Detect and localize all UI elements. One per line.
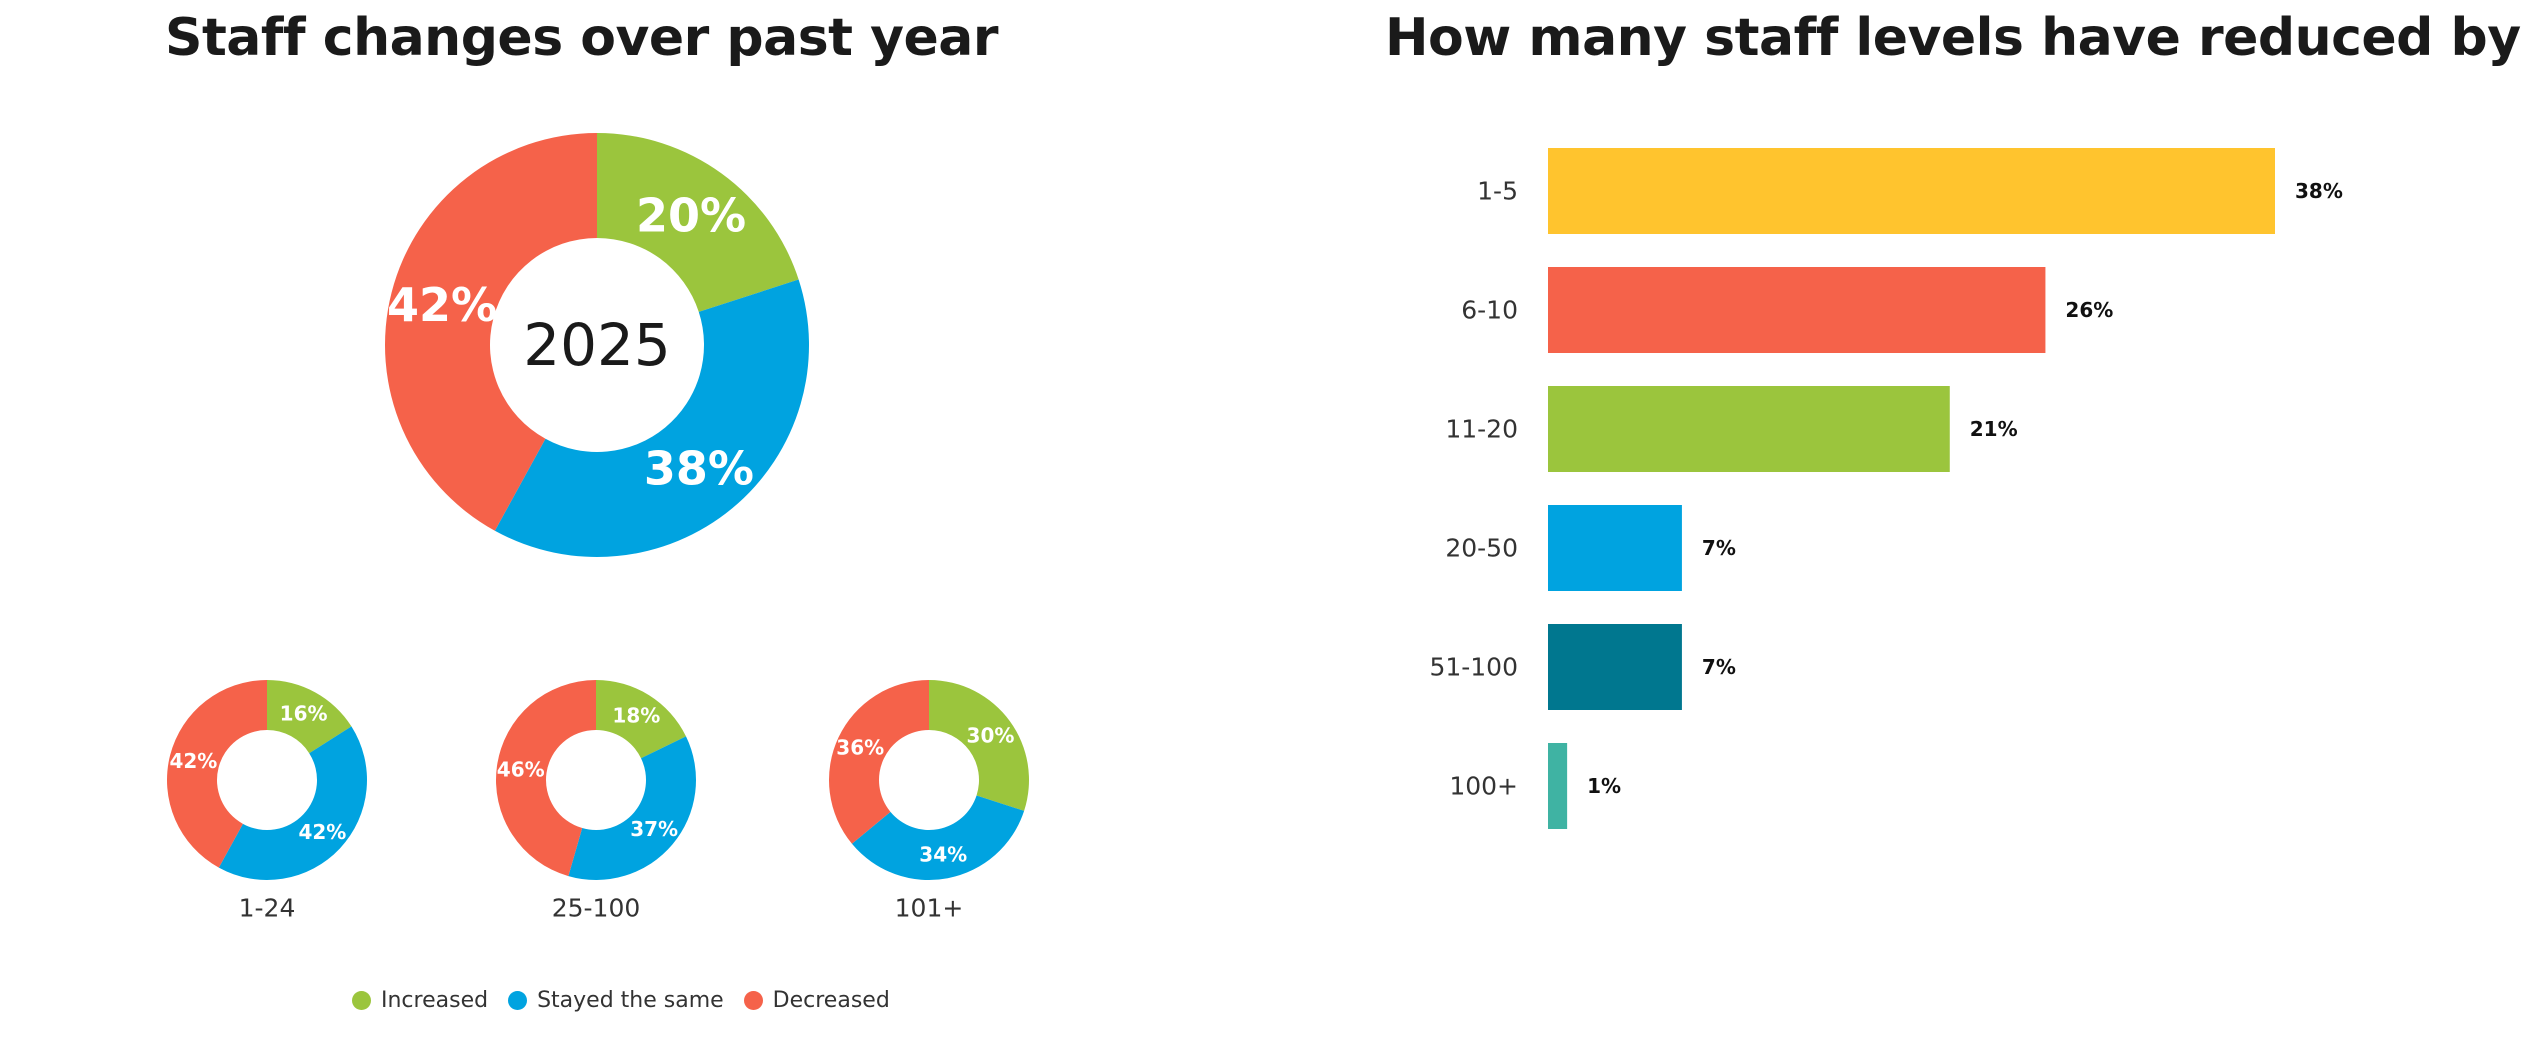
bar-value-label-20-50: 7% bbox=[1702, 536, 1736, 560]
bar-chart-title: How many staff levels have reduced by bbox=[1385, 8, 2521, 68]
legend-item-decreased: Decreased bbox=[743, 988, 890, 1013]
bar-value-label-51-100: 7% bbox=[1702, 655, 1736, 679]
bar-tick-label-20-50: 20-50 bbox=[1445, 534, 1518, 563]
bar-100 bbox=[1548, 743, 1568, 829]
bar-tick-label-51-100: 51-100 bbox=[1429, 653, 1518, 682]
bar-11-20 bbox=[1548, 386, 1950, 472]
bar-tick-label-100: 100+ bbox=[1449, 772, 1518, 801]
donut-2-slice-stayed-the-same bbox=[568, 736, 696, 881]
donut-3-label-decreased: 36% bbox=[836, 736, 884, 760]
legend-swatch-decreased bbox=[743, 991, 763, 1010]
donut-2-slice-increased bbox=[596, 680, 687, 759]
donut-chart-title: Staff changes over past year bbox=[165, 8, 999, 68]
donut-0-slice-decreased bbox=[384, 133, 597, 531]
donut-legend: Increased Stayed the same Decreased bbox=[352, 988, 890, 1013]
legend-label-decreased: Decreased bbox=[772, 988, 890, 1013]
bar-value-label-11-20: 21% bbox=[1970, 417, 2018, 441]
donut-2-label-stayed-the-same: 37% bbox=[630, 817, 678, 841]
donut-0-slice-increased bbox=[597, 133, 799, 312]
donut-1-slice-stayed-the-same bbox=[218, 726, 368, 881]
donut-1-label-increased: 16% bbox=[280, 701, 328, 725]
donut-3-slice-stayed-the-same bbox=[851, 795, 1025, 880]
legend-swatch-stayed-the-same bbox=[508, 991, 528, 1010]
donut-3-slice-increased bbox=[929, 680, 1029, 811]
donut-2-caption: 25-100 bbox=[552, 894, 641, 923]
bar-6-10 bbox=[1548, 267, 2046, 353]
donut-0-label-increased: 20% bbox=[636, 189, 746, 243]
donut-0-label-decreased: 42% bbox=[387, 278, 497, 332]
legend-label-increased: Increased bbox=[381, 988, 489, 1013]
donut-0-center-label: 2025 bbox=[523, 311, 671, 379]
donut-1-label-decreased: 42% bbox=[169, 749, 217, 773]
donut-3-label-stayed-the-same: 34% bbox=[919, 843, 967, 867]
donut-2-label-decreased: 46% bbox=[497, 757, 545, 781]
bar-20-50 bbox=[1548, 505, 1682, 591]
bar-1-5 bbox=[1548, 148, 2275, 234]
donut-0-slice-stayed-the-same bbox=[494, 279, 809, 557]
donut-3-label-increased: 30% bbox=[967, 723, 1015, 747]
legend-swatch-increased bbox=[352, 991, 371, 1010]
legend-item-stayed-the-same: Stayed the same bbox=[508, 988, 724, 1013]
donut-1-caption: 1-24 bbox=[239, 894, 296, 923]
donut-3-slice-decreased bbox=[829, 680, 929, 844]
donut-1-slice-decreased bbox=[166, 680, 267, 868]
bar-tick-label-11-20: 11-20 bbox=[1445, 415, 1518, 444]
bar-tick-label-1-5: 1-5 bbox=[1477, 177, 1518, 206]
bar-51-100 bbox=[1548, 624, 1682, 710]
donut-1-label-stayed-the-same: 42% bbox=[298, 820, 346, 844]
donut-2-label-increased: 18% bbox=[612, 704, 660, 728]
bar-value-label-100: 1% bbox=[1587, 774, 1621, 798]
bar-value-label-1-5: 38% bbox=[2295, 179, 2343, 203]
bar-value-label-6-10: 26% bbox=[2065, 298, 2113, 322]
donut-2-slice-decreased bbox=[495, 680, 596, 877]
donut-1-slice-increased bbox=[267, 680, 352, 754]
legend-label-stayed-the-same: Stayed the same bbox=[537, 988, 724, 1013]
legend-item-increased: Increased bbox=[352, 988, 488, 1013]
bar-tick-label-6-10: 6-10 bbox=[1461, 296, 1518, 325]
donut-0-label-stayed-the-same: 38% bbox=[644, 441, 754, 495]
donut-3-caption: 101+ bbox=[895, 894, 964, 923]
